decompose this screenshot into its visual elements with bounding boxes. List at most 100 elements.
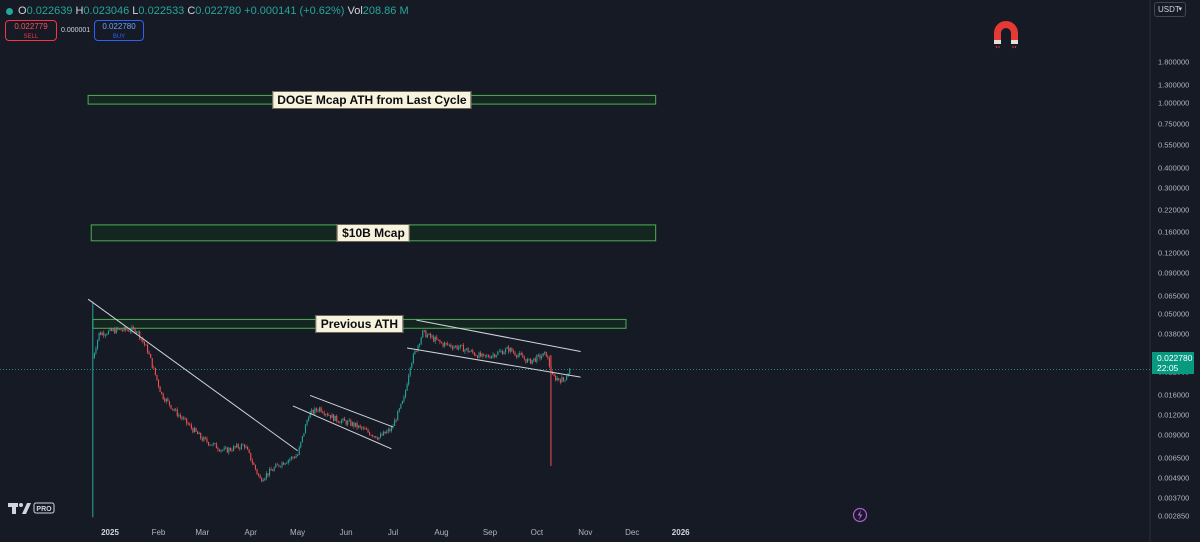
candle-body	[323, 412, 325, 415]
candle-body	[279, 466, 282, 468]
trendline[interactable]	[406, 347, 581, 378]
candle-body	[236, 444, 238, 448]
candle-body	[447, 343, 449, 345]
candle-body	[523, 357, 525, 360]
x-tick-label: Feb	[151, 528, 166, 537]
trendline[interactable]	[309, 394, 394, 428]
candle-body	[544, 351, 546, 354]
candle-body	[387, 429, 389, 432]
candle-body	[470, 350, 472, 352]
lightning-icon[interactable]	[852, 507, 868, 528]
candle-body	[273, 467, 275, 471]
y-tick-label: 0.003700	[1158, 493, 1190, 503]
candle-body	[115, 327, 117, 334]
candle-body	[201, 438, 203, 441]
candle-body	[128, 330, 130, 332]
candle-body	[214, 443, 216, 445]
candle-body	[525, 359, 527, 363]
candle-body	[175, 409, 177, 411]
y-tick-label: 0.050000	[1158, 309, 1190, 319]
candle-body	[406, 384, 408, 391]
x-tick-label: Dec	[625, 528, 640, 537]
candle-body	[369, 432, 371, 435]
candle-body	[182, 418, 185, 419]
candle-body	[384, 431, 386, 434]
close-value: 0.022780	[195, 5, 242, 17]
open-key: O	[18, 5, 27, 17]
candle-body	[161, 391, 163, 394]
currency-label: USDT	[1158, 5, 1180, 14]
candle-body	[545, 351, 547, 357]
candle-body	[222, 449, 224, 451]
candle-body	[336, 415, 338, 422]
candle-body	[408, 375, 410, 385]
candle-body	[248, 449, 250, 453]
buy-price: 0.022780	[102, 22, 136, 31]
candle-body	[484, 355, 486, 357]
last-price-value: 0.022780	[1157, 353, 1193, 363]
currency-dropdown[interactable]: USDT ▾	[1154, 2, 1186, 17]
candle-body	[383, 431, 385, 436]
candle-body	[362, 428, 364, 429]
candle-body	[200, 432, 202, 439]
candle-body	[122, 330, 124, 332]
candle-body	[298, 447, 300, 455]
y-tick-label: 0.400000	[1158, 163, 1190, 173]
candle-body	[267, 473, 269, 476]
change-value: +0.000141 (+0.62%)	[244, 5, 345, 17]
candle-body	[256, 469, 258, 474]
candle-body	[329, 415, 332, 419]
candle-body	[151, 358, 153, 368]
candle-body	[566, 376, 568, 381]
candle-body	[156, 374, 158, 380]
candle-body	[462, 344, 464, 352]
candle-body	[195, 427, 197, 432]
candle-body	[287, 460, 289, 463]
candle-body	[498, 351, 500, 353]
candle-body	[118, 329, 120, 330]
candle-body	[453, 346, 455, 349]
candle-body	[359, 425, 361, 427]
candle-body	[356, 422, 358, 428]
buy-button[interactable]: 0.022780 BUY	[94, 20, 144, 41]
candle-body	[558, 378, 560, 380]
volume-value: 208.86 M	[362, 5, 409, 17]
candle-body	[487, 355, 489, 358]
trendline[interactable]	[87, 298, 298, 452]
candle-body	[281, 462, 283, 467]
x-tick-label: May	[290, 528, 306, 537]
candle-body	[240, 444, 242, 449]
candle-body	[512, 351, 514, 353]
candle-body	[95, 348, 97, 354]
y-tick-label: 0.009000	[1158, 430, 1190, 440]
candle-body	[125, 327, 127, 331]
candle-body	[203, 437, 205, 441]
candle-body	[375, 436, 377, 438]
candle-body	[347, 421, 349, 425]
tradingview-logo[interactable]: PRO	[8, 500, 56, 521]
candle-body	[461, 344, 463, 346]
magnet-icon[interactable]	[990, 19, 1022, 54]
trendline[interactable]	[416, 319, 581, 352]
candle-body	[100, 332, 102, 336]
candle-body	[342, 418, 344, 421]
open-value: 0.022639	[26, 5, 73, 17]
candle-body	[312, 409, 314, 414]
candle-body	[126, 330, 128, 331]
sell-button[interactable]: 0.022779 SELL	[5, 20, 57, 41]
candle-body	[533, 358, 535, 361]
y-tick-label: 0.004900	[1158, 473, 1190, 483]
candle-body	[289, 459, 291, 461]
candle-body	[372, 435, 374, 437]
x-tick-label: 2025	[101, 528, 119, 537]
candle-body	[400, 403, 402, 409]
candle-body	[437, 339, 439, 341]
candle-body	[537, 354, 540, 356]
candle-body	[217, 448, 219, 450]
candle-body	[259, 475, 261, 479]
candle-body	[331, 414, 333, 419]
candle-body	[184, 418, 186, 419]
candle-body	[112, 329, 114, 331]
trendline[interactable]	[292, 405, 392, 450]
